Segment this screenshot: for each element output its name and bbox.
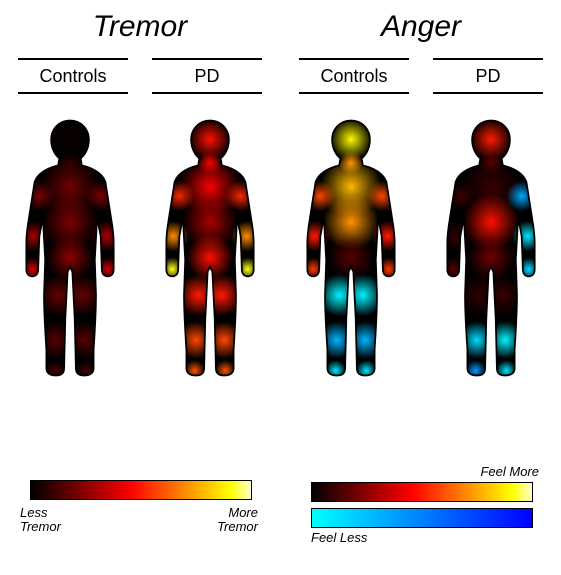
legend-anger-cool-gradient [311, 508, 533, 528]
figure-row-anger [281, 98, 561, 408]
panel-tremor: Tremor Controls PD LessTremor MoreTremor [0, 0, 280, 575]
rule-tremor-controls [18, 58, 128, 60]
rule-anger-controls [299, 58, 409, 60]
rule-tremor-pd [152, 58, 262, 60]
bodymap-anger-controls [281, 98, 421, 408]
rule-tremor-pd-2 [152, 92, 262, 94]
sublabel-anger-controls: Controls [299, 66, 409, 87]
rule-tremor-controls-2 [18, 92, 128, 94]
sublabel-anger-pd: PD [433, 66, 543, 87]
rule-anger-pd-2 [433, 92, 543, 94]
bodymap-anger-pd [421, 98, 561, 408]
sublabel-tremor-controls: Controls [18, 66, 128, 87]
legend-anger-less-label: Feel Less [311, 530, 367, 545]
legend-tremor-right-label: MoreTremor [217, 506, 258, 535]
sublabel-tremor-pd: PD [152, 66, 262, 87]
legend-tremor-left-label: LessTremor [20, 506, 61, 535]
panel-title-tremor: Tremor [0, 10, 280, 44]
panel-anger: Anger Controls PD Feel More Feel Less [281, 0, 561, 575]
legend-anger-heat-gradient [311, 482, 533, 502]
panel-title-anger: Anger [281, 10, 561, 44]
figure-row-tremor [0, 98, 280, 408]
legend-tremor-gradient [30, 480, 252, 500]
bodymap-tremor-pd [140, 98, 280, 408]
legend-anger-more-label: Feel More [480, 464, 539, 479]
rule-anger-pd [433, 58, 543, 60]
bodymap-tremor-controls [0, 98, 140, 408]
rule-anger-controls-2 [299, 92, 409, 94]
